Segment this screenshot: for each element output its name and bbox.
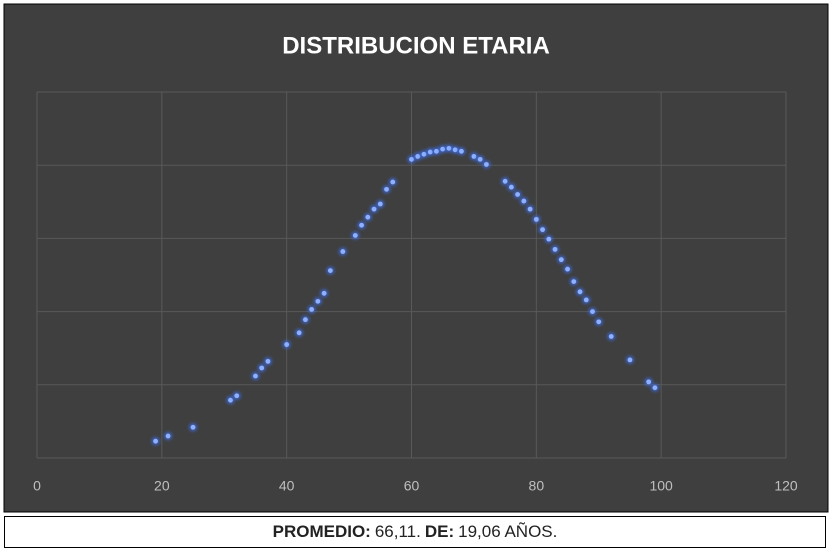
point bbox=[370, 205, 379, 214]
point bbox=[263, 357, 272, 366]
point bbox=[438, 145, 447, 154]
footer-text: 66,11. bbox=[374, 522, 421, 541]
point bbox=[307, 305, 316, 314]
point bbox=[251, 372, 260, 381]
point bbox=[295, 328, 304, 337]
footer-text: 19,06 AÑOS. bbox=[458, 522, 558, 541]
point bbox=[338, 247, 347, 256]
point bbox=[151, 437, 160, 446]
footer: PROMEDIO: 66,11. DE: 19,06 AÑOS. bbox=[4, 516, 826, 548]
point bbox=[301, 315, 310, 324]
point bbox=[419, 150, 428, 159]
point bbox=[644, 377, 653, 386]
point bbox=[526, 205, 535, 214]
point bbox=[351, 231, 360, 240]
point bbox=[650, 383, 659, 392]
point bbox=[563, 265, 572, 274]
point bbox=[538, 225, 547, 234]
point bbox=[164, 432, 173, 441]
point bbox=[476, 155, 485, 164]
point bbox=[320, 289, 329, 298]
point bbox=[544, 235, 553, 244]
point bbox=[382, 185, 391, 194]
chart: DISTRIBUCION ETARIA 0 20 40 60 80 100 120 bbox=[3, 3, 829, 513]
point bbox=[232, 391, 241, 400]
x-tick-label: 0 bbox=[33, 478, 41, 494]
x-tick-label: 80 bbox=[529, 478, 545, 494]
point bbox=[551, 245, 560, 254]
point bbox=[357, 221, 366, 230]
point bbox=[407, 155, 416, 164]
point bbox=[426, 148, 435, 157]
point bbox=[588, 307, 597, 316]
point bbox=[469, 152, 478, 161]
point bbox=[189, 423, 198, 432]
point bbox=[413, 152, 422, 161]
point bbox=[501, 177, 510, 186]
x-tick-label: 100 bbox=[649, 478, 673, 494]
point bbox=[363, 213, 372, 222]
point bbox=[519, 197, 528, 206]
point bbox=[594, 317, 603, 326]
point bbox=[569, 277, 578, 286]
chart-title: DISTRIBUCION ETARIA bbox=[282, 32, 550, 59]
point bbox=[444, 144, 453, 153]
point bbox=[482, 160, 491, 169]
point bbox=[557, 255, 566, 264]
x-tick-label: 120 bbox=[774, 478, 798, 494]
point bbox=[257, 363, 266, 372]
point bbox=[582, 295, 591, 304]
point bbox=[625, 355, 634, 364]
point bbox=[532, 215, 541, 224]
point bbox=[432, 147, 441, 156]
point bbox=[388, 178, 397, 187]
point bbox=[513, 190, 522, 199]
point bbox=[282, 340, 291, 349]
footer-text: PROMEDIO: bbox=[272, 522, 371, 541]
point bbox=[313, 297, 322, 306]
x-tick-label: 60 bbox=[404, 478, 420, 494]
x-tick-label: 20 bbox=[154, 478, 170, 494]
point bbox=[226, 396, 235, 405]
point bbox=[576, 287, 585, 296]
x-tick-label: 40 bbox=[279, 478, 295, 494]
point bbox=[507, 183, 516, 192]
chart-background bbox=[3, 3, 829, 513]
point bbox=[326, 266, 335, 275]
point bbox=[376, 199, 385, 208]
point bbox=[457, 147, 466, 156]
point bbox=[607, 332, 616, 341]
footer-text: DE: bbox=[424, 522, 455, 541]
point bbox=[451, 145, 460, 154]
